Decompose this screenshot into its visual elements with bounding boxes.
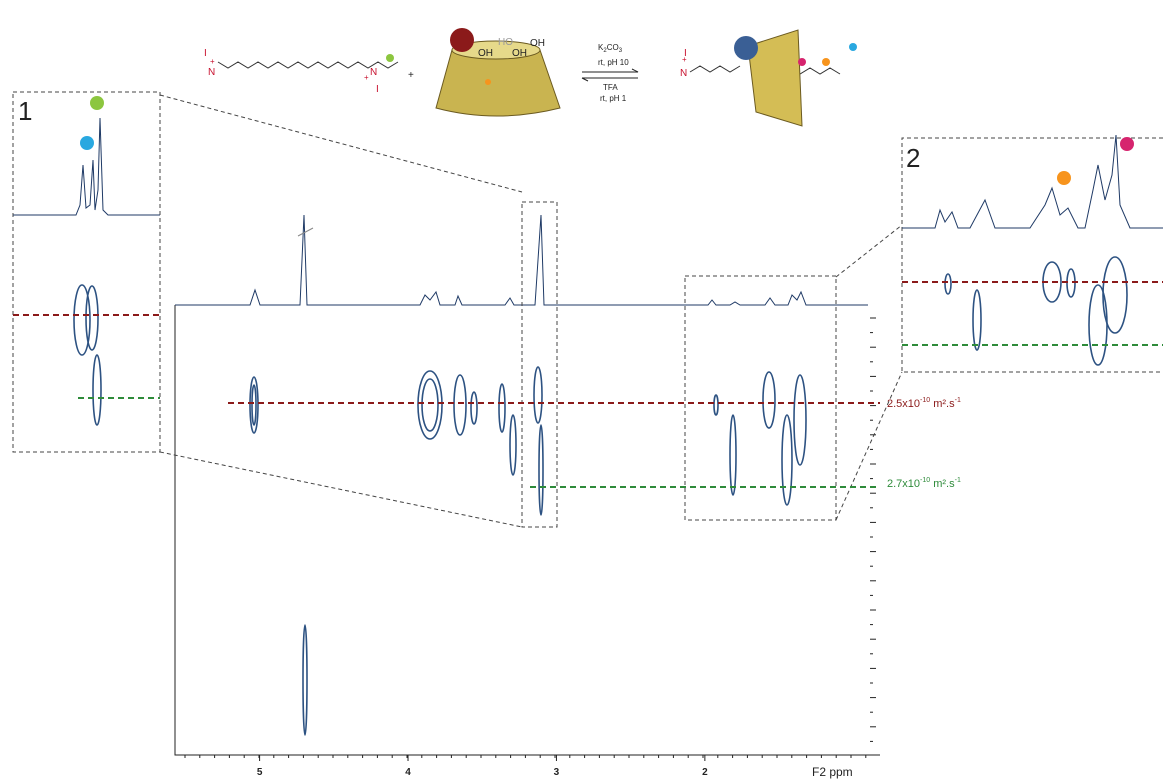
- inset-2-frame: [901, 137, 1163, 373]
- x-tick-label: 4: [405, 767, 411, 778]
- charge: +: [682, 55, 687, 64]
- x-tick-label: 5: [257, 767, 263, 778]
- backward-reagent: TFA: [603, 83, 618, 92]
- cyclodextrin: [747, 29, 803, 127]
- green-dot: [90, 96, 104, 110]
- diffusion-label: 2.5x10-10 m².s-1: [887, 397, 961, 410]
- orange-dot: [485, 79, 491, 85]
- nitrogen: N: [370, 67, 377, 78]
- inset-1-contours: [73, 284, 102, 426]
- proton-spectrum: [175, 214, 868, 306]
- orange-dot: [1057, 171, 1071, 185]
- hydroxyl: OH: [478, 48, 493, 59]
- right-ticks: [870, 317, 876, 742]
- forward-conditions: rt, pH 10: [598, 58, 629, 67]
- charge: +: [364, 73, 369, 82]
- magenta-dot: [798, 58, 806, 66]
- connectors: [159, 94, 903, 528]
- hydroxyl: OH: [512, 48, 527, 59]
- x-tick-label: 2: [702, 767, 708, 778]
- iodide: I: [684, 48, 687, 59]
- green-dot: [386, 54, 394, 62]
- alkyl-chain: [217, 61, 399, 69]
- cyclodextrin: [435, 49, 561, 117]
- inset-2-contours: [944, 256, 1128, 366]
- blue-dot: [849, 43, 857, 51]
- magenta-dot: [1120, 137, 1134, 151]
- x-axis-label: F2 ppm: [812, 765, 853, 779]
- inset-1-frame: [12, 91, 161, 453]
- reaction-scheme: N N I I + + + OH HO OH OH K2CO3 rt, pH 1…: [204, 28, 857, 127]
- orange-dot: [822, 58, 830, 66]
- forward-reagent: K2CO3: [598, 43, 623, 54]
- zoom-box-2: [684, 275, 837, 521]
- inset-label: 2: [906, 143, 920, 173]
- charge: +: [210, 57, 215, 66]
- contours: [249, 366, 807, 736]
- zoom-box-1: [521, 201, 558, 528]
- plus: +: [408, 70, 414, 81]
- cyclodextrin-rim: [451, 40, 541, 60]
- inset-1-spectrum: [13, 117, 160, 216]
- red-ball: [450, 28, 474, 52]
- x-axis: 5 4 3 2: [184, 755, 867, 778]
- nitrogen: N: [208, 67, 215, 78]
- iodide: I: [376, 84, 379, 95]
- inset-2-spectrum: [902, 134, 1163, 229]
- blue-ball: [734, 36, 758, 60]
- solvent-mark: [297, 227, 314, 237]
- equilibrium-arrows: [581, 68, 639, 82]
- blue-dot: [80, 136, 94, 150]
- x-tick-label: 3: [554, 767, 560, 778]
- diffusion-label: 2.7x10-10 m².s-1: [887, 477, 961, 490]
- inset-label: 1: [18, 96, 32, 126]
- hydroxyl: OH: [530, 38, 545, 49]
- iodide: I: [204, 48, 207, 59]
- nitrogen: N: [680, 68, 687, 79]
- backward-conditions: rt, pH 1: [600, 94, 627, 103]
- hydroxyl: HO: [498, 37, 513, 48]
- axes: [174, 305, 880, 756]
